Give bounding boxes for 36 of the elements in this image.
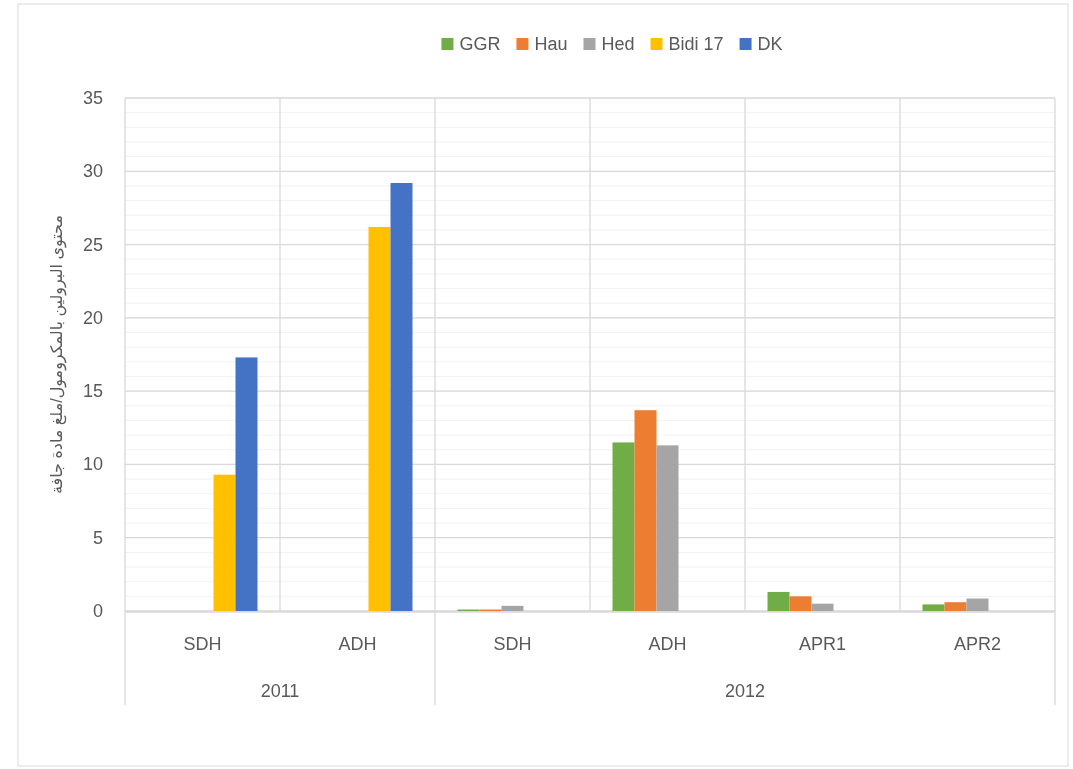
legend-label: DK — [757, 34, 783, 54]
y-axis-title: محتوى البرولين بالمكرومول/ملغ مادة جافة — [48, 215, 67, 494]
bar — [612, 442, 635, 611]
y-tick-label: 5 — [92, 527, 103, 548]
y-tick-label: 0 — [92, 601, 103, 621]
legend-label: Bidi 17 — [668, 34, 724, 54]
y-tick-label: 10 — [82, 454, 103, 475]
y-tick-label: 25 — [82, 234, 103, 255]
bar — [811, 603, 834, 611]
bar — [235, 357, 258, 611]
legend-label: GGR — [459, 34, 501, 54]
bar — [390, 183, 413, 611]
bar — [656, 445, 679, 611]
bar — [767, 591, 790, 611]
bar — [213, 474, 236, 611]
y-tick-label: 20 — [82, 307, 103, 328]
y-tick-label: 35 — [82, 88, 103, 108]
x-tick-label: APR2 — [953, 634, 1002, 654]
bar — [501, 605, 524, 611]
x-tick-label: SDH — [493, 634, 532, 654]
bar — [966, 598, 989, 611]
bar — [944, 602, 967, 611]
x-tick-label: ADH — [338, 634, 377, 654]
bar — [368, 226, 391, 611]
bar — [789, 596, 812, 611]
y-tick-label: 15 — [82, 381, 103, 402]
text: 2012 — [724, 681, 766, 701]
legend-label: Hau — [534, 34, 568, 54]
text: 2011 — [260, 681, 300, 701]
x-tick-label: ADH — [648, 634, 687, 654]
legend-label: Hed — [601, 34, 635, 54]
bar — [634, 410, 657, 611]
x-tick-label: SDH — [183, 634, 222, 654]
bar — [922, 604, 945, 611]
x-tick-label: APR1 — [798, 634, 847, 654]
y-tick-label: 30 — [82, 161, 103, 182]
